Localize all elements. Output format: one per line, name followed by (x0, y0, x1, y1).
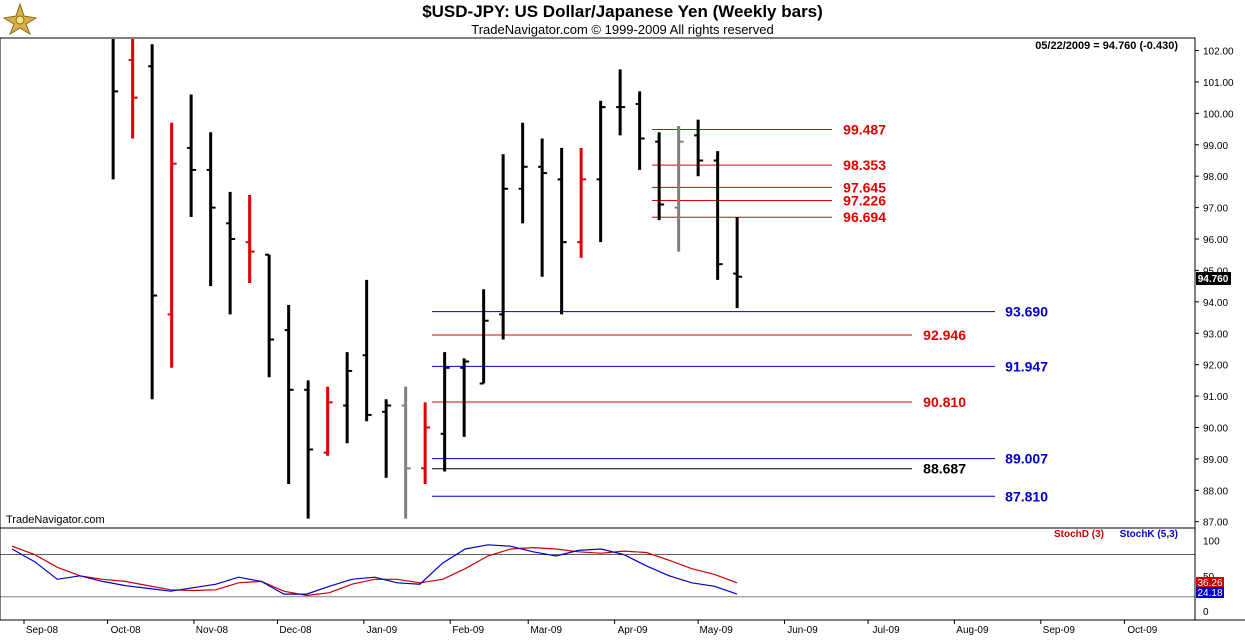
y-tick-label: 92.00 (1203, 361, 1228, 372)
x-tick-label: Oct-08 (111, 625, 141, 636)
y-tick-label: 88.00 (1203, 486, 1228, 497)
x-tick-label: Sep-08 (26, 625, 59, 636)
level-label: 96.694 (843, 209, 886, 225)
stoch-tick-label: 100 (1203, 537, 1220, 548)
level-label: 98.353 (843, 157, 886, 173)
ohlc-bar (167, 122, 177, 368)
y-tick-label: 90.00 (1203, 423, 1228, 434)
x-tick-label: May-09 (699, 625, 733, 636)
x-tick-label: Sep-09 (1043, 625, 1076, 636)
ohlc-bar (206, 132, 216, 287)
ohlc-bar (499, 154, 509, 340)
ohlc-bar (479, 289, 489, 385)
ohlc-bar (557, 147, 567, 315)
y-tick-label: 101.00 (1203, 78, 1234, 89)
copyright-text: TradeNavigator.com © 1999-2009 All right… (471, 22, 774, 37)
ohlc-bar (518, 122, 528, 224)
x-tick-label: Jan-09 (367, 625, 398, 636)
y-tick-label: 93.00 (1203, 329, 1228, 340)
level-label: 92.946 (923, 327, 966, 343)
x-tick-label: Feb-09 (452, 625, 484, 636)
ohlc-bar (694, 119, 704, 177)
y-tick-label: 98.00 (1203, 172, 1228, 183)
stoch-value-tag (1196, 587, 1224, 598)
last-price-tag: 94.760 (1196, 272, 1231, 285)
ohlc-bar (440, 352, 450, 472)
stoch-value-tag (1196, 577, 1224, 588)
y-tick-label: 94.00 (1203, 298, 1228, 309)
level-label: 90.810 (923, 394, 966, 410)
stoch-panel (0, 527, 1196, 621)
ohlc-bar (382, 399, 392, 478)
watermark: TradeNavigator.com (6, 514, 105, 526)
ohlc-bar (421, 402, 431, 485)
level-label: 93.690 (1005, 304, 1048, 320)
chart-title: $USD-JPY: US Dollar/Japanese Yen (Weekly… (422, 2, 823, 21)
x-tick-label: Dec-08 (279, 625, 312, 636)
stoch-tick-label: 0 (1203, 607, 1209, 618)
ohlc-bar (128, 39, 138, 139)
price-bars (111, 39, 743, 519)
level-label: 87.810 (1005, 488, 1048, 504)
ohlc-bar (401, 386, 411, 519)
date-axis: Sep-08 Oct-08 Nov-08 Dec-08 Jan-09 Feb-09 Mar-… (23, 620, 1158, 636)
ohlc-bar (362, 279, 372, 422)
ohlc-bar (635, 91, 645, 170)
ohlc-bar (733, 217, 743, 309)
stochk-line (11, 544, 738, 595)
ohlc-bar (460, 358, 470, 437)
x-tick-label: Apr-09 (618, 625, 648, 636)
y-tick-label: 87.00 (1203, 518, 1228, 529)
trade-navigator-logo-icon (2, 2, 38, 36)
level-label: 89.007 (1005, 451, 1048, 467)
x-tick-label: Jul-09 (872, 625, 900, 636)
last-price-tag-text: 94.760 (1198, 274, 1229, 285)
stochd-legend: StochD (3) (1054, 529, 1104, 540)
ohlc-bar (713, 151, 723, 280)
ohlc-bar (596, 100, 606, 243)
y-tick-label: 95.00 (1203, 266, 1228, 277)
x-tick-label: Aug-09 (956, 625, 989, 636)
ohlc-bar (323, 386, 333, 456)
price-axis: 102.00 101.00 100.00 99.00 98.00 97.00 96.00 95… (1195, 47, 1234, 529)
ohlc-bar (674, 125, 684, 252)
y-tick-label: 102.00 (1203, 47, 1234, 58)
y-tick-label: 97.00 (1203, 204, 1228, 215)
stoch-value-text: 24.18 (1197, 588, 1222, 599)
ohlc-bar (226, 191, 236, 315)
ohlc-bar (148, 44, 158, 400)
x-tick-label: Nov-08 (196, 625, 229, 636)
ohlc-bar (284, 304, 294, 485)
stochk-legend: StochK (5,3) (1120, 529, 1178, 540)
x-tick-label: Oct-09 (1127, 625, 1157, 636)
ohlc-bar (187, 94, 197, 218)
level-label: 88.687 (923, 461, 966, 477)
last-quote: 05/22/2009 = 94.760 (-0.430) (1035, 40, 1178, 52)
y-tick-label: 91.00 (1203, 392, 1228, 403)
y-tick-label: 89.00 (1203, 455, 1228, 466)
ohlc-bar (538, 138, 548, 277)
x-tick-label: Jun-09 (787, 625, 818, 636)
level-label: 99.487 (843, 121, 886, 137)
y-tick-label: 96.00 (1203, 235, 1228, 246)
ohlc-bar (304, 380, 314, 519)
y-tick-label: 99.00 (1203, 141, 1228, 152)
ohlc-bar (265, 253, 275, 378)
ohlc-bar (655, 132, 665, 221)
stochd-line (11, 545, 738, 597)
level-label: 97.226 (843, 193, 886, 209)
ohlc-bar (343, 352, 353, 444)
ohlc-bar (577, 147, 587, 258)
y-tick-label: 100.00 (1203, 109, 1234, 120)
ohlc-bar (111, 39, 119, 180)
ohlc-bar (245, 195, 255, 283)
ohlc-bar (616, 69, 626, 136)
level-label: 97.645 (843, 179, 886, 195)
x-tick-label: Mar-09 (530, 625, 562, 636)
level-label: 91.947 (1005, 358, 1048, 374)
stoch-value-text: 36.26 (1197, 578, 1222, 589)
